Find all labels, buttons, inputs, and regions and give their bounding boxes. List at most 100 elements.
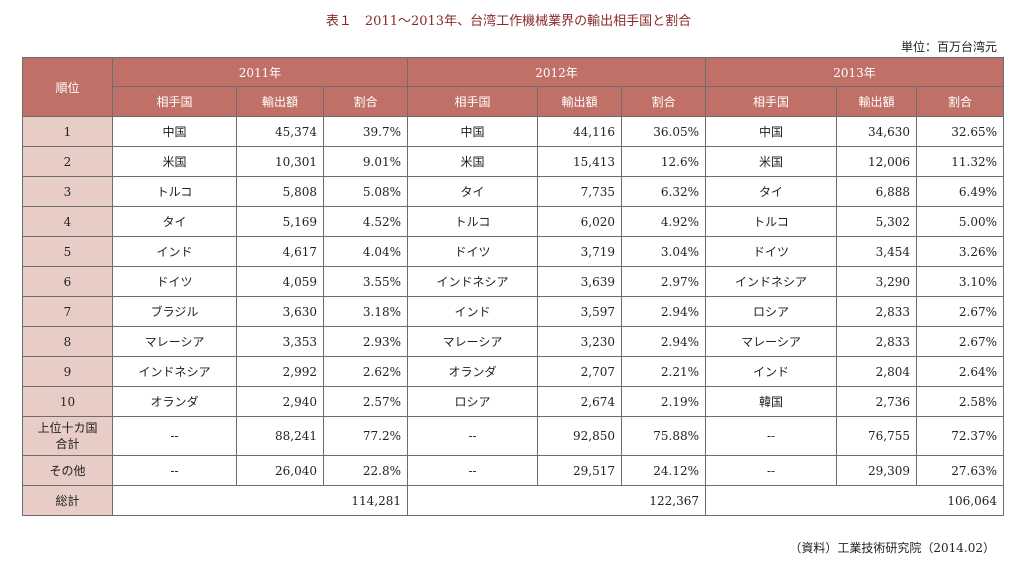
table-row: 8 マレーシア 3,353 2.93% マレーシア 3,230 2.94% マレーシア 2,83… [22, 326, 1004, 357]
cell-country: トルコ [112, 176, 237, 207]
cell-country: -- [112, 416, 237, 456]
cell-share: 4.04% [323, 236, 408, 267]
cell-amount: 76,755 [836, 416, 917, 456]
cell-share: 2.67% [916, 326, 1004, 357]
cell-amount: 4,059 [236, 266, 324, 297]
cell-country: オランダ [407, 356, 538, 387]
top10-label-line2: 合計 [55, 437, 80, 451]
cell-share: 2.97% [621, 266, 706, 297]
cell-amount: 3,290 [836, 266, 917, 297]
cell-amount: 29,517 [537, 455, 622, 486]
cell-country: インド [112, 236, 237, 267]
cell-share: 72.37% [916, 416, 1004, 456]
total-2012: 122,367 [407, 485, 706, 516]
cell-amount: 6,020 [537, 206, 622, 237]
rank-header: 順位 [22, 57, 113, 117]
cell-amount: 5,302 [836, 206, 917, 237]
cell-amount: 92,850 [537, 416, 622, 456]
cell-country: 米国 [407, 146, 538, 177]
cell-country: マレーシア [112, 326, 237, 357]
cell-share: 6.32% [621, 176, 706, 207]
cell-amount: 34,630 [836, 116, 917, 147]
col-amount-header: 輸出額 [236, 86, 324, 117]
cell-share: 2.57% [323, 386, 408, 417]
cell-amount: 44,116 [537, 116, 622, 147]
cell-amount: 2,804 [836, 356, 917, 387]
cell-share: 3.26% [916, 236, 1004, 267]
cell-country: 中国 [407, 116, 538, 147]
other-row: その他 -- 26,040 22.8% -- 29,517 24.12% -- … [22, 455, 1004, 486]
table-row: 6 ドイツ 4,059 3.55% インドネシア 3,639 2.97% インドネシア 3,29… [22, 266, 1004, 297]
cell-country: 米国 [705, 146, 837, 177]
table-row: 10 オランダ 2,940 2.57% ロシア 2,674 2.19% 韓国 2,736 2.58… [22, 386, 1004, 417]
col-share-header: 割合 [916, 86, 1004, 117]
cell-country: -- [705, 416, 837, 456]
cell-share: 22.8% [323, 455, 408, 486]
cell-share: 2.93% [323, 326, 408, 357]
cell-amount: 3,630 [236, 296, 324, 327]
year-header-2011: 2011年 [112, 57, 408, 87]
total-2011: 114,281 [112, 485, 408, 516]
cell-share: 77.2% [323, 416, 408, 456]
rank-cell: 4 [22, 206, 113, 237]
col-amount-header: 輸出額 [537, 86, 622, 117]
source-note: （資料）工業技術研究院（2014.02） [789, 541, 995, 555]
cell-share: 3.10% [916, 266, 1004, 297]
cell-share: 24.12% [621, 455, 706, 486]
table-row: 4 タイ 5,169 4.52% トルコ 6,020 4.92% トルコ 5,302 5.00% [22, 206, 1004, 237]
rank-cell: 3 [22, 176, 113, 207]
cell-country: ドイツ [705, 236, 837, 267]
cell-country: ドイツ [112, 266, 237, 297]
cell-amount: 29,309 [836, 455, 917, 486]
col-amount-header: 輸出額 [836, 86, 917, 117]
cell-country: マレーシア [705, 326, 837, 357]
cell-share: 3.55% [323, 266, 408, 297]
cell-share: 2.94% [621, 326, 706, 357]
top10-label: 上位十カ国 合計 [22, 416, 113, 456]
table-row: 9 インドネシア 2,992 2.62% オランダ 2,707 2.21% インド 2,804 2… [22, 356, 1004, 387]
cell-share: 2.62% [323, 356, 408, 387]
cell-amount: 2,940 [236, 386, 324, 417]
cell-amount: 2,833 [836, 326, 917, 357]
cell-country: ロシア [705, 296, 837, 327]
table-title: 表１ 2011～2013年、台湾工作機械業界の輸出相手国と割合 [325, 14, 692, 29]
cell-amount: 3,597 [537, 296, 622, 327]
cell-share: 32.65% [916, 116, 1004, 147]
cell-share: 6.49% [916, 176, 1004, 207]
cell-amount: 4,617 [236, 236, 324, 267]
cell-share: 2.94% [621, 296, 706, 327]
top10-row: 上位十カ国 合計 -- 88,241 77.2% -- 92,850 75.88… [22, 416, 1004, 456]
cell-country: 韓国 [705, 386, 837, 417]
rank-cell: 6 [22, 266, 113, 297]
col-country-header: 相手国 [112, 86, 237, 117]
cell-amount: 26,040 [236, 455, 324, 486]
cell-country: インドネシア [407, 266, 538, 297]
col-country-header: 相手国 [705, 86, 837, 117]
total-row: 総計 114,281 122,367 106,064 [22, 485, 1004, 516]
cell-amount: 88,241 [236, 416, 324, 456]
table-row: 2 米国 10,301 9.01% 米国 15,413 12.6% 米国 12,006 11.32… [22, 146, 1004, 177]
cell-country: インド [705, 356, 837, 387]
cell-amount: 3,230 [537, 326, 622, 357]
cell-country: -- [112, 455, 237, 486]
cell-amount: 2,674 [537, 386, 622, 417]
cell-share: 39.7% [323, 116, 408, 147]
cell-amount: 45,374 [236, 116, 324, 147]
top10-label-line1: 上位十カ国 [37, 421, 98, 435]
col-share-header: 割合 [323, 86, 408, 117]
cell-amount: 5,808 [236, 176, 324, 207]
cell-amount: 2,833 [836, 296, 917, 327]
cell-amount: 3,454 [836, 236, 917, 267]
cell-country: タイ [407, 176, 538, 207]
cell-share: 2.21% [621, 356, 706, 387]
other-label: その他 [22, 455, 113, 486]
table-row: 3 トルコ 5,808 5.08% タイ 7,735 6.32% タイ 6,888 6.49% [22, 176, 1004, 207]
cell-share: 2.67% [916, 296, 1004, 327]
cell-country: インドネシア [112, 356, 237, 387]
cell-country: インド [407, 296, 538, 327]
cell-share: 3.18% [323, 296, 408, 327]
cell-amount: 5,169 [236, 206, 324, 237]
export-table: 順位 2011年 2012年 2013年 相手国 輸出額 割合 相手国 輸出額 … [22, 57, 1004, 516]
cell-country: -- [407, 416, 538, 456]
total-label: 総計 [22, 485, 113, 516]
